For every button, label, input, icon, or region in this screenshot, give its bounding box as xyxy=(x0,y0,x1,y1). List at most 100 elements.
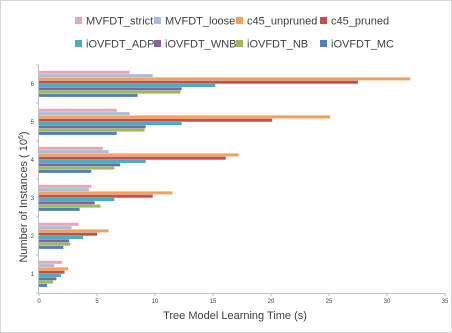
bar-c45-unpruned-6 xyxy=(39,77,411,81)
bar-mvfdt-loose-4 xyxy=(39,150,109,154)
legend-label: iOVFDT_WNB xyxy=(165,39,237,51)
bar-iovfdt-adp-5 xyxy=(39,122,182,125)
bar-iovfdt-adp-3 xyxy=(39,198,115,201)
legend-swatch xyxy=(154,17,161,24)
bar-group-3 xyxy=(39,184,173,211)
legend-swatch xyxy=(75,40,82,47)
bar-iovfdt-mc-4 xyxy=(39,169,92,173)
legend-item-mvfdt-strict: MVFDT_strict xyxy=(75,16,153,28)
legend-item-iovfdt-mc: iOVFDT_MC xyxy=(320,39,394,51)
bar-iovfdt-adp-6 xyxy=(39,84,216,87)
bar-iovfdt-mc-1 xyxy=(39,283,48,287)
y-tick-label: 1 xyxy=(31,272,35,278)
bar-mvfdt-loose-5 xyxy=(39,112,130,116)
x-axis: 0 5 10 15 20 25 30 35 xyxy=(37,293,449,305)
legend-swatch xyxy=(236,40,243,47)
bar-c45-pruned-6 xyxy=(39,80,358,84)
bar-iovfdt-mc-5 xyxy=(39,131,117,135)
bar-group-1 xyxy=(39,260,68,287)
legend-item-iovfdt-wnb: iOVFDT_WNB xyxy=(154,39,237,51)
bar-iovfdt-wnb-5 xyxy=(39,125,146,129)
bar-iovfdt-wnb-4 xyxy=(39,163,121,167)
bar-iovfdt-wnb-6 xyxy=(39,87,182,91)
bar-iovfdt-nb-1 xyxy=(39,280,53,284)
plot-area xyxy=(39,70,411,287)
bar-iovfdt-wnb-3 xyxy=(39,201,95,205)
bar-mvfdt-strict-1 xyxy=(39,260,63,264)
bar-c45-unpruned-4 xyxy=(39,153,239,157)
bar-iovfdt-nb-3 xyxy=(39,204,101,208)
legend-swatch xyxy=(320,40,327,47)
bar-iovfdt-mc-3 xyxy=(39,207,80,211)
bar-iovfdt-nb-6 xyxy=(39,90,181,94)
legend-label: MVFDT_loose xyxy=(165,16,235,28)
bar-group-6 xyxy=(39,70,411,97)
bar-group-2 xyxy=(39,222,109,249)
legend-label: MVFDT_strict xyxy=(86,16,153,28)
bar-iovfdt-nb-4 xyxy=(39,166,115,170)
bar-iovfdt-wnb-2 xyxy=(39,239,70,243)
bar-mvfdt-strict-3 xyxy=(39,184,92,188)
bar-iovfdt-wnb-1 xyxy=(39,277,57,281)
bar-c45-pruned-2 xyxy=(39,232,97,236)
bar-c45-pruned-5 xyxy=(39,118,273,122)
legend-label: iOVFDT_NB xyxy=(247,39,308,51)
y-tick-label: 2 xyxy=(31,234,35,240)
bar-iovfdt-nb-2 xyxy=(39,242,71,246)
legend-item-iovfdt-adp: iOVFDT_ADP xyxy=(75,39,154,51)
legend-item-iovfdt-nb: iOVFDT_NB xyxy=(236,39,308,51)
bar-iovfdt-mc-2 xyxy=(39,245,64,249)
bar-mvfdt-loose-3 xyxy=(39,188,89,192)
x-tick-label: 30 xyxy=(384,299,391,305)
legend-item-mvfdt-loose: MVFDT_loose xyxy=(154,16,235,28)
bar-mvfdt-loose-6 xyxy=(39,74,153,78)
bar-iovfdt-adp-2 xyxy=(39,236,84,239)
bar-iovfdt-mc-6 xyxy=(39,93,138,97)
legend-label: iOVFDT_MC xyxy=(331,39,394,51)
legend-swatch xyxy=(75,17,82,24)
bar-mvfdt-strict-5 xyxy=(39,108,117,112)
bar-iovfdt-adp-4 xyxy=(39,160,146,163)
legend-swatch xyxy=(320,17,327,24)
x-tick-label: 35 xyxy=(442,299,449,305)
legend-swatch xyxy=(154,40,161,47)
y-tick-label: 6 xyxy=(31,82,35,88)
bar-c45-unpruned-1 xyxy=(39,267,68,271)
legend-label: c45_unpruned xyxy=(247,16,317,28)
bar-mvfdt-loose-2 xyxy=(39,226,72,230)
y-tick-label: 3 xyxy=(31,196,35,202)
bar-iovfdt-nb-5 xyxy=(39,128,145,132)
x-tick-label: 15 xyxy=(210,299,217,305)
y-axis: 1 2 3 4 5 6 xyxy=(31,64,39,294)
y-axis-title-text: Number of Instances ( 10 xyxy=(18,139,30,263)
y-tick-label: 4 xyxy=(31,158,35,164)
x-tick-label: 10 xyxy=(152,299,159,305)
legend-swatch xyxy=(236,17,243,24)
bar-c45-unpruned-2 xyxy=(39,229,109,233)
x-tick-label: 25 xyxy=(326,299,333,305)
legend-item-c45-pruned: c45_pruned xyxy=(320,16,389,28)
bar-group-5 xyxy=(39,108,331,135)
x-tick-label: 0 xyxy=(37,299,41,305)
y-axis-title-close: ) xyxy=(18,131,30,135)
bar-c45-pruned-1 xyxy=(39,270,65,274)
bar-mvfdt-strict-6 xyxy=(39,70,130,74)
bar-c45-unpruned-5 xyxy=(39,115,331,119)
y-tick-label: 5 xyxy=(31,120,35,126)
legend: MVFDT_strict MVFDT_loose c45_unpruned c45_p… xyxy=(75,16,394,51)
bar-c45-unpruned-3 xyxy=(39,191,173,195)
bar-mvfdt-loose-1 xyxy=(39,264,55,268)
bar-c45-pruned-4 xyxy=(39,156,226,160)
bar-iovfdt-adp-1 xyxy=(39,274,62,277)
x-axis-title: Tree Model Learning Time (s) xyxy=(163,310,307,322)
bar-mvfdt-strict-2 xyxy=(39,222,79,226)
x-tick-label: 5 xyxy=(95,299,99,305)
y-axis-title-exponent: 6 xyxy=(18,135,25,139)
legend-item-c45-unpruned: c45_unpruned xyxy=(236,16,317,28)
legend-label: c45_pruned xyxy=(331,16,389,28)
y-axis-title: Number of Instances ( 106) xyxy=(18,131,30,262)
bar-group-4 xyxy=(39,146,239,173)
bar-mvfdt-strict-4 xyxy=(39,146,103,150)
